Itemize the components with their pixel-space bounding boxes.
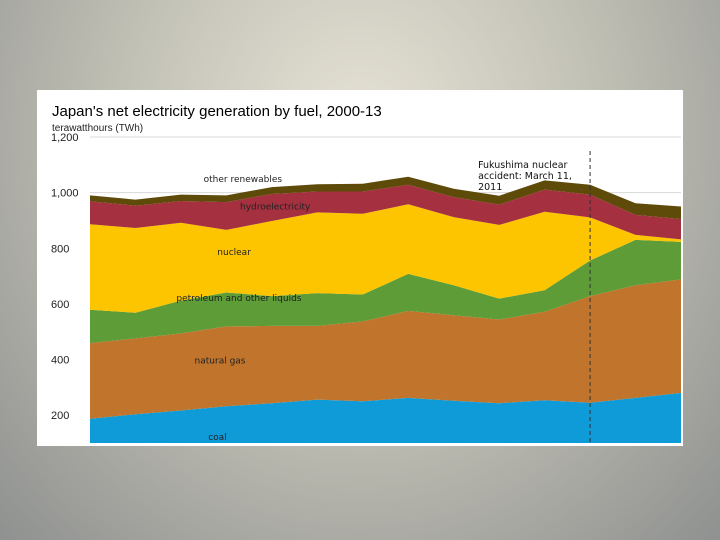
y-tick-label-1000: 1,000 <box>51 188 79 200</box>
y-tick-label-800: 800 <box>51 243 69 255</box>
series-label-nuclear: nuclear <box>217 248 251 258</box>
area-petroleum-and-other-liquids <box>90 239 681 344</box>
y-axis-unit-label: terawatthours (TWh) <box>52 123 143 134</box>
annotation-text-fukushima-2: accident: March 11, <box>478 171 572 182</box>
chart-panel: Japan's net electricity generation by fu… <box>37 90 683 446</box>
y-tick-label-400: 400 <box>51 355 69 367</box>
area-other-renewables <box>90 176 681 220</box>
y-tick-label-1200: 1,200 <box>51 132 79 144</box>
chart-title: Japan's net electricity generation by fu… <box>52 103 382 120</box>
y-tick-label-200: 200 <box>51 410 69 422</box>
series-label-other-renewables: other renewables <box>204 175 283 185</box>
area-nuclear <box>90 204 681 313</box>
y-tick-label-600: 600 <box>51 299 69 311</box>
annotation-text-fukushima-1: Fukushima nuclear <box>478 160 567 171</box>
series-labels: coal natural gas petroleum and other liqui… <box>176 175 311 443</box>
series-label-natural-gas: natural gas <box>195 357 246 367</box>
area-natural-gas <box>90 279 681 419</box>
series-label-petroleum-and-other-liquids: petroleum and other liquids <box>176 294 301 304</box>
area-coal <box>90 392 681 443</box>
chart-svg: Japan's net electricity generation by fu… <box>51 103 681 443</box>
series-label-coal: coal <box>208 433 226 443</box>
series-label-hydroelectricity: hydroelectricity <box>240 202 311 212</box>
annotation-text-fukushima-3: 2011 <box>478 182 502 193</box>
y-axis-ticks: 200 400 600 800 1,000 1,200 <box>51 132 79 422</box>
area-hydroelectricity <box>90 184 681 240</box>
stacked-areas <box>90 176 681 443</box>
